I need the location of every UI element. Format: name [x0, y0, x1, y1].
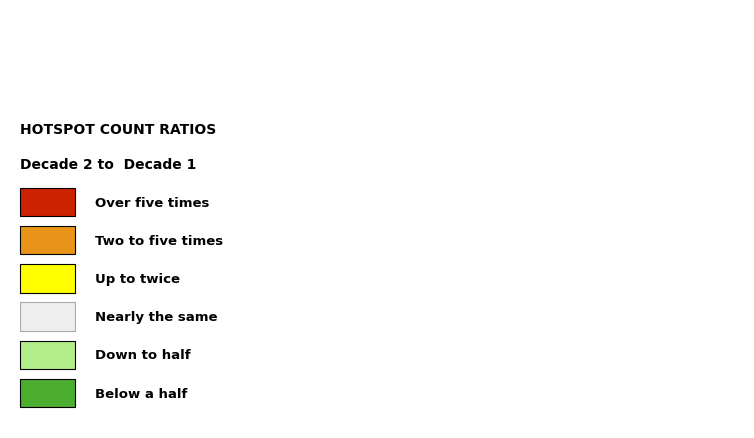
Text: HOTSPOT COUNT RATIOS: HOTSPOT COUNT RATIOS [20, 123, 216, 137]
Bar [20, 303, 75, 331]
Text: Two to five times: Two to five times [94, 234, 222, 247]
Text: Down to half: Down to half [94, 349, 190, 361]
Text: Nearly the same: Nearly the same [94, 311, 217, 323]
Text: Up to twice: Up to twice [94, 272, 179, 285]
Bar [20, 188, 75, 217]
Text: Below a half: Below a half [94, 387, 187, 399]
Text: Decade 2 to  Decade 1: Decade 2 to Decade 1 [20, 158, 196, 172]
Bar [20, 341, 75, 369]
Bar [20, 265, 75, 293]
Bar [20, 379, 75, 407]
Text: Over five times: Over five times [94, 196, 209, 209]
Bar [20, 226, 75, 255]
